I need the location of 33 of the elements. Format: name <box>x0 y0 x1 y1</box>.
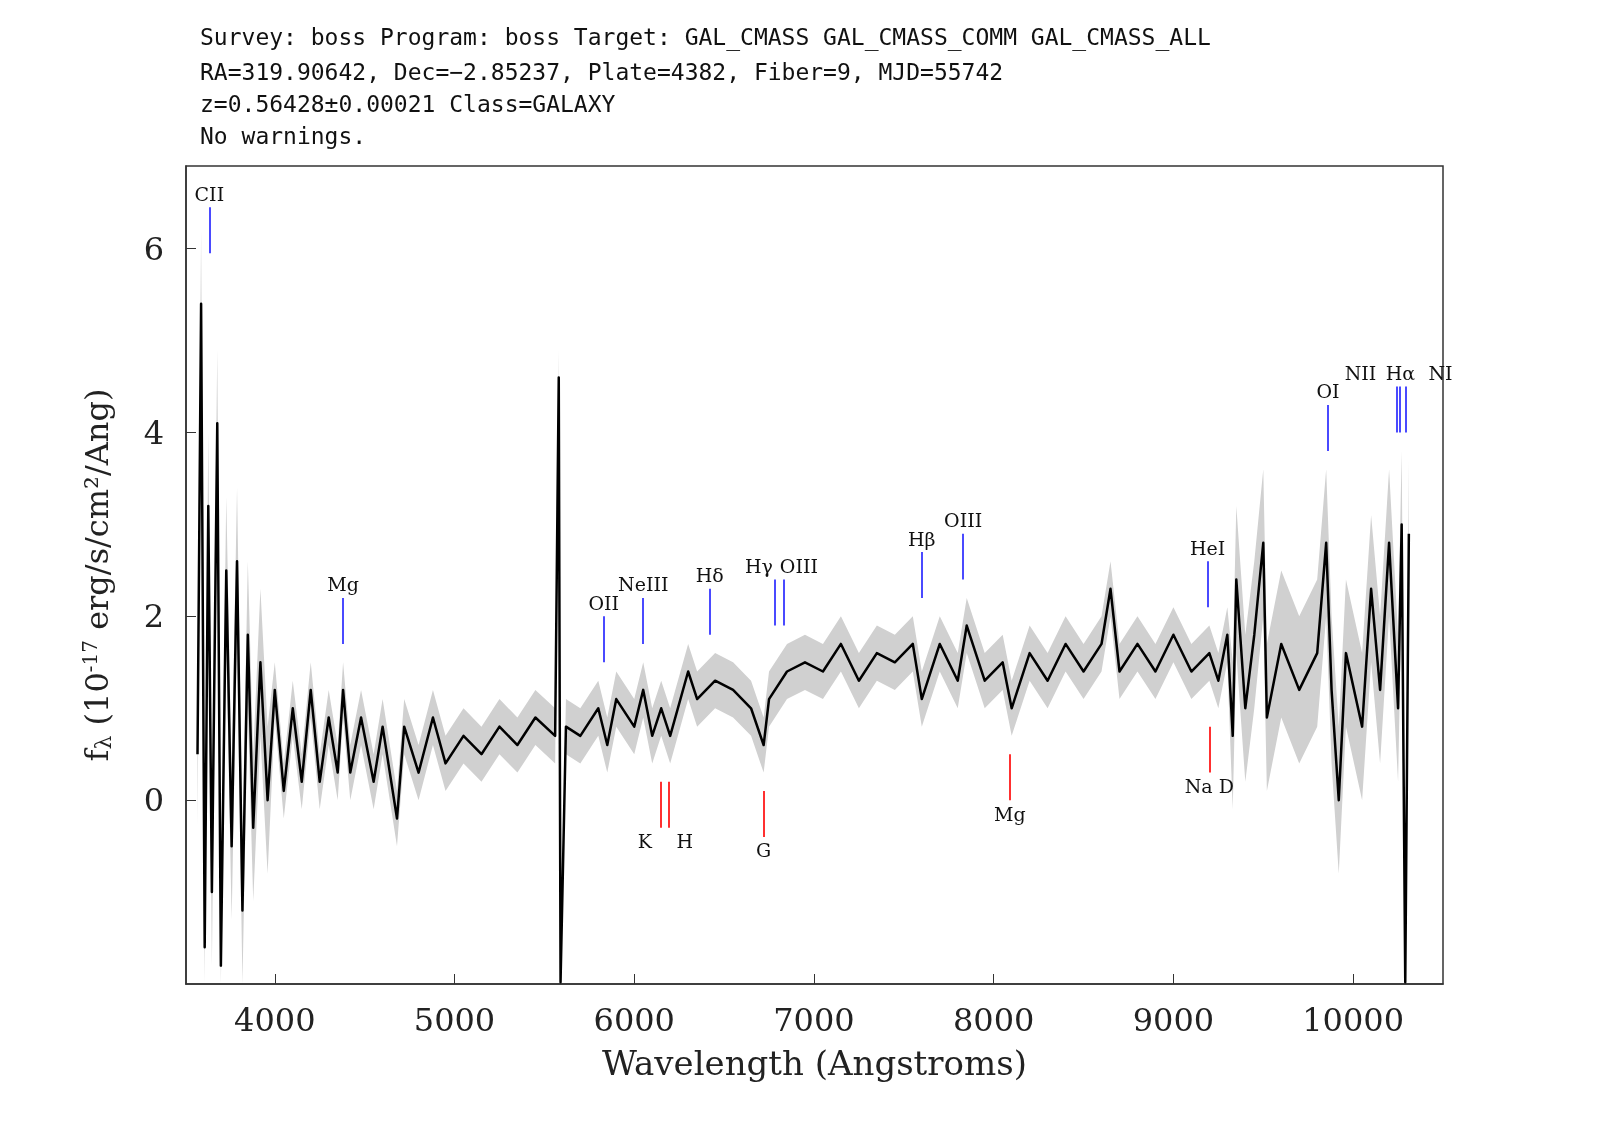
x-tick-label: 5000 <box>413 1001 496 1039</box>
x-axis-title: Wavelength (Angstroms) <box>602 1043 1027 1083</box>
y-axis-title: fλ (10-17 erg/s/cm²/Ang) <box>78 388 116 762</box>
x-tick-label: 9000 <box>1132 1001 1215 1039</box>
y-tick-label: 2 <box>143 597 164 636</box>
ref-line-label: OIII <box>779 555 818 578</box>
ref-line-label: HeI <box>1189 536 1226 559</box>
ref-line-label: K <box>637 830 653 853</box>
ref-line-label: G <box>756 839 772 862</box>
ref-line-label: H <box>676 830 694 853</box>
ref-line-label: NII <box>1344 362 1377 385</box>
ref-line-label: Mg <box>994 802 1026 825</box>
ref-line-label: OIII <box>944 509 983 532</box>
y-tick-label: 6 <box>143 229 164 268</box>
x-tick-label: 10000 <box>1302 1001 1405 1039</box>
ref-line-label: Hδ <box>695 564 724 587</box>
x-tick-label: 8000 <box>952 1001 1035 1039</box>
ref-line-label: NeIII <box>618 573 669 596</box>
x-tick-label: 7000 <box>773 1001 855 1039</box>
ref-line-label: Hα <box>1385 362 1416 385</box>
ref-line-label: CII <box>194 182 225 205</box>
x-tick-label: 6000 <box>593 1001 675 1039</box>
ref-line-label: Hγ <box>744 555 773 578</box>
chart-title: Survey: boss Program: boss Target: GAL_CMASS GAL_CMASS_COMM GAL_CMASS_ALL <box>200 23 1211 51</box>
y-tick-label: 0 <box>143 781 164 820</box>
ref-line-label: Mg <box>327 573 359 596</box>
ref-line-label: Na D <box>1184 775 1234 798</box>
chart-subtitle: RA=319.90642, Dec=−2.85237, Plate=4382, Fiber=9, MJD=55742 z=0.56428±0.00021 Class=GALAXY No warnings. <box>200 59 1004 149</box>
ref-line-label: Hβ <box>908 527 936 550</box>
x-tick-label: 4000 <box>234 1001 316 1039</box>
y-tick-label: 4 <box>143 413 164 452</box>
ref-line-label: OII <box>588 591 619 614</box>
ref-line-label: OI <box>1316 380 1340 403</box>
